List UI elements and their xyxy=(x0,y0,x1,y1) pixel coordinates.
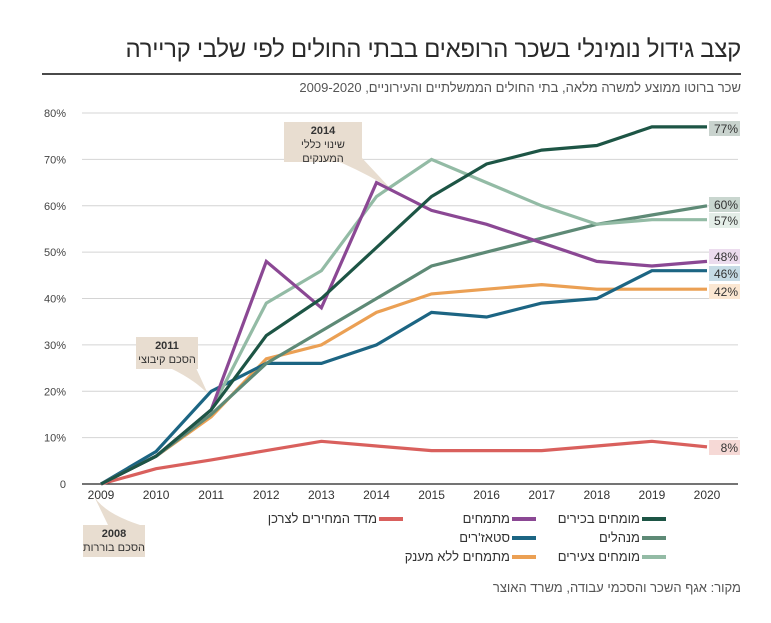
end-value-label: 57% xyxy=(714,214,738,228)
series-line xyxy=(100,125,707,486)
end-label-bg xyxy=(709,197,740,212)
legend-item: מומחים צעירים xyxy=(558,549,666,564)
legend-swatch xyxy=(642,554,666,559)
legend-item: מתמחים xyxy=(463,511,536,526)
y-tick-label: 20% xyxy=(44,386,66,398)
end-label-bg xyxy=(709,284,740,299)
annotation-2011-pointer xyxy=(170,368,208,394)
end-value-label: 77% xyxy=(714,122,738,136)
y-tick-label: 40% xyxy=(44,294,66,306)
x-tick-label: 2009 xyxy=(88,488,115,502)
x-tick-label: 2010 xyxy=(143,488,170,502)
series-line xyxy=(100,269,707,486)
y-tick-label: 80% xyxy=(44,108,66,120)
end-label-bg xyxy=(709,266,740,281)
x-tick-label: 2018 xyxy=(583,488,610,502)
x-tick-label: 2011 xyxy=(198,488,224,502)
y-tick-label: 50% xyxy=(44,247,66,259)
annotation-2014: 2014 שינוי כללי המענקים xyxy=(284,122,362,165)
legend-item: מנהלים xyxy=(599,530,666,545)
annotation-2011-text: הסכם קיבוצי xyxy=(138,354,196,366)
annotation-2008-pointer xyxy=(92,492,140,525)
y-axis-ticks: 0 10% 20% 30% 40% 50% 60% 70% 80% xyxy=(44,108,66,491)
chart-title: קצב גידול נומינלי בשכר הרופאים בבתי החול… xyxy=(125,36,742,63)
x-axis-ticks: 2009 2010 2011 2012 2013 2014 2015 2016 2017 2018… xyxy=(88,488,721,502)
x-tick-label: 2016 xyxy=(473,488,500,502)
annotation-2011-year: 2011 xyxy=(155,340,179,352)
end-value-label: 42% xyxy=(714,285,738,299)
end-label-bg xyxy=(709,213,740,228)
legend-label: מומחים צעירים xyxy=(557,549,640,564)
x-tick-label: 2015 xyxy=(418,488,445,502)
legend-item: מתמחים ללא מענק xyxy=(405,549,536,564)
annotation-2014-year: 2014 xyxy=(310,125,336,137)
legend-swatch xyxy=(512,535,536,540)
x-tick-label: 2020 xyxy=(694,488,721,502)
x-tick-label: 2012 xyxy=(253,488,280,502)
legend-label: מדד המחירים לצרכן xyxy=(267,511,377,526)
y-tick-label: 10% xyxy=(44,433,66,445)
x-tick-label: 2014 xyxy=(363,488,390,502)
end-value-label: 46% xyxy=(714,267,738,281)
annotation-2011: 2011 הסכם קיבוצי xyxy=(136,337,198,369)
legend-swatch xyxy=(512,516,536,521)
y-tick-label: 30% xyxy=(44,340,66,352)
end-label-bg xyxy=(709,121,740,136)
legend-item: סטאז'רים xyxy=(459,530,536,545)
legend-label: מתמחים ללא מענק xyxy=(404,549,510,564)
source-note: מקור: אגף השכר והסכמי עבודה, משרד האוצר xyxy=(492,580,741,595)
legend-label: מתמחים xyxy=(462,511,510,526)
series-line xyxy=(100,439,708,486)
legend-item: מומחים בכירים xyxy=(558,511,666,526)
legend-label: מנהלים xyxy=(598,530,640,545)
annotation-callouts xyxy=(92,158,390,525)
legend-swatch xyxy=(512,554,536,559)
legend-swatch xyxy=(642,535,666,540)
end-label-bg xyxy=(709,249,740,264)
x-tick-label: 2013 xyxy=(308,488,335,502)
series-lines xyxy=(100,125,708,486)
legend-swatch xyxy=(379,516,403,521)
legend-label: מומחים בכירים xyxy=(557,511,640,526)
annotation-2008-text: הסכם בוררות xyxy=(82,542,145,554)
end-value-label: 60% xyxy=(714,198,738,212)
legend-swatch xyxy=(642,516,666,521)
annotation-2014-text: שינוי כללי המענקים xyxy=(301,139,345,165)
legend-label: סטאז'רים xyxy=(459,530,510,545)
y-tick-label: 0 xyxy=(60,479,66,491)
annotation-2014-pointer xyxy=(330,158,390,188)
y-tick-label: 60% xyxy=(44,201,66,213)
legend-item: מדד המחירים לצרכן xyxy=(268,511,403,526)
x-tick-label: 2017 xyxy=(528,488,555,502)
annotation-2008: 2008 הסכם בוררות xyxy=(83,525,145,557)
chart-subtitle: שכר ברוטו ממוצע למשרה מלאה, בתי החולים ה… xyxy=(299,80,741,95)
end-label-bg xyxy=(709,440,740,455)
y-tick-label: 70% xyxy=(44,154,66,166)
series-end-labels: 77% 60% 57% 48% 46% 42% 8% xyxy=(709,121,740,455)
end-value-label: 8% xyxy=(721,441,739,455)
annotation-2008-year: 2008 xyxy=(101,528,127,540)
title-divider xyxy=(42,73,741,75)
x-tick-label: 2019 xyxy=(639,488,666,502)
end-value-label: 48% xyxy=(714,250,738,264)
